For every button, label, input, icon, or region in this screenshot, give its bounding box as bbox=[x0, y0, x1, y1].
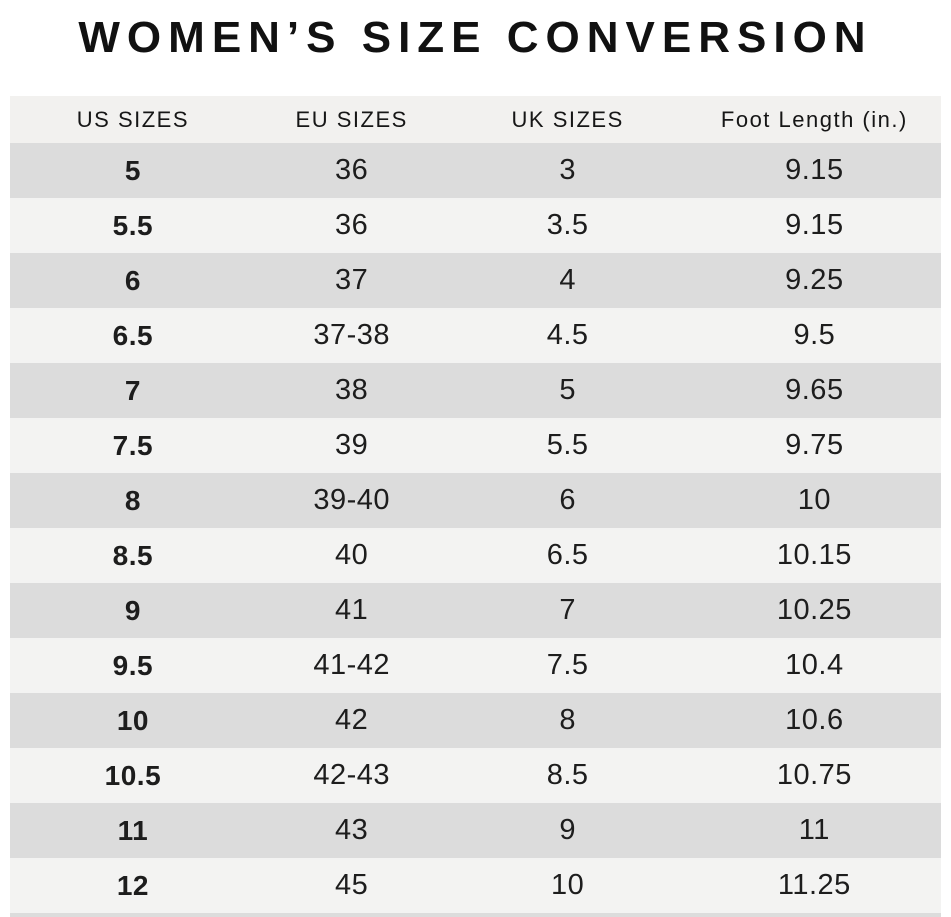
table-row: 5.5 36 3.5 9.15 bbox=[10, 198, 941, 253]
table-cell: 40 bbox=[335, 539, 369, 571]
table-cell: 10.5 bbox=[104, 759, 162, 791]
table-row: 6 37 4 9.25 bbox=[10, 253, 941, 308]
table-cell: 39 bbox=[335, 429, 369, 461]
table-row: 8.5 40 6.5 10.15 bbox=[10, 528, 941, 583]
table-row: 10 42 8 10.6 bbox=[10, 693, 941, 748]
page-title: WOMEN’S SIZE CONVERSION bbox=[78, 13, 873, 62]
table-cell: 39-40 bbox=[313, 484, 390, 516]
table-cell: 9.5 bbox=[793, 319, 836, 351]
table-cell: 6 bbox=[559, 484, 576, 516]
table-cell: 7.5 bbox=[546, 649, 589, 681]
table-cell: 9.65 bbox=[785, 374, 844, 406]
column-header-eu-sizes: EU SIZES bbox=[295, 106, 408, 132]
table-cell: 8.5 bbox=[112, 539, 154, 571]
table-cell: 12 bbox=[116, 869, 149, 901]
table-cell: 10 bbox=[551, 869, 585, 901]
table-cell: 36 bbox=[335, 154, 369, 186]
table-cell: 9.75 bbox=[785, 429, 844, 461]
table-cell: 41-42 bbox=[313, 649, 390, 681]
table-cell: 4 bbox=[559, 264, 576, 296]
table-cell: 4.5 bbox=[546, 319, 589, 351]
table-cell: 9.15 bbox=[785, 209, 844, 241]
table-cell: 38 bbox=[335, 374, 369, 406]
column-header-uk-sizes: UK SIZES bbox=[511, 106, 624, 132]
table-cell: 10.25 bbox=[776, 594, 852, 626]
table-cell: 37-38 bbox=[313, 319, 390, 351]
table-cell: 5.5 bbox=[546, 429, 589, 461]
table-cell: 6 bbox=[124, 264, 141, 296]
table-cell: 8.5 bbox=[546, 759, 589, 791]
table-cell: 10.6 bbox=[785, 704, 844, 736]
table-cell: 6.5 bbox=[112, 319, 154, 351]
table-row: 11 43 9 11 bbox=[10, 803, 941, 858]
table-cell: 5.5 bbox=[112, 209, 154, 241]
column-header-us-sizes: US SIZES bbox=[76, 106, 190, 132]
table-cell: 9.5 bbox=[112, 649, 154, 681]
table-cell: 5 bbox=[124, 154, 141, 186]
table-row: 8 39-40 6 10 bbox=[10, 473, 941, 528]
table-cell: 45 bbox=[335, 869, 369, 901]
table-cell: 10.15 bbox=[776, 539, 852, 571]
table-cell: 8 bbox=[559, 704, 576, 736]
table-row: 5 36 3 9.15 bbox=[10, 143, 941, 198]
table-row: 9 41 7 10.25 bbox=[10, 583, 941, 638]
table-row: 12 45 10 11.25 bbox=[10, 858, 941, 913]
table-row: 10.5 42-43 8.5 10.75 bbox=[10, 748, 941, 803]
table-body: 5 36 3 9.15 5.5 36 3.5 9.15 6 37 4 9.25 6.5 37-38 4.5 9… bbox=[10, 143, 941, 913]
table-cell: 7 bbox=[124, 374, 141, 406]
table-cell: 3.5 bbox=[546, 209, 589, 241]
table-cell: 9 bbox=[559, 814, 576, 846]
table-cell: 7.5 bbox=[112, 429, 154, 461]
table-row: 7 38 5 9.65 bbox=[10, 363, 941, 418]
table-cell: 10.75 bbox=[776, 759, 852, 791]
table-cell: 41 bbox=[335, 594, 369, 626]
table-cell: 9.25 bbox=[785, 264, 844, 296]
table-cell: 11.25 bbox=[777, 869, 851, 901]
table-cell: 36 bbox=[335, 209, 369, 241]
table-cell: 10 bbox=[116, 704, 149, 736]
table-cell: 42 bbox=[335, 704, 369, 736]
table-cell: 9.15 bbox=[785, 154, 844, 186]
table-cell: 37 bbox=[335, 264, 369, 296]
table-cell: 6.5 bbox=[546, 539, 589, 571]
table-cell: 8 bbox=[124, 484, 141, 516]
table-cell: 5 bbox=[559, 374, 576, 406]
table-row: 7.5 39 5.5 9.75 bbox=[10, 418, 941, 473]
table-cell: 10 bbox=[797, 484, 831, 516]
next-row-cutoff-strip bbox=[10, 913, 941, 917]
table-cell: 42-43 bbox=[313, 759, 390, 791]
table-cell: 7 bbox=[559, 594, 576, 626]
column-header-foot-length: Foot Length (in.) bbox=[720, 106, 908, 132]
table-cell: 43 bbox=[335, 814, 369, 846]
table-cell: 10.4 bbox=[785, 649, 844, 681]
table-header-row: US SIZES EU SIZES UK SIZES Foot Length (… bbox=[10, 96, 941, 143]
size-conversion-table: US SIZES EU SIZES UK SIZES Foot Length (… bbox=[10, 96, 941, 917]
table-cell: 9 bbox=[124, 594, 141, 626]
table-cell: 11 bbox=[798, 814, 830, 846]
table-cell: 11 bbox=[117, 814, 149, 846]
table-row: 9.5 41-42 7.5 10.4 bbox=[10, 638, 941, 693]
table-row: 6.5 37-38 4.5 9.5 bbox=[10, 308, 941, 363]
table-cell: 3 bbox=[559, 154, 576, 186]
